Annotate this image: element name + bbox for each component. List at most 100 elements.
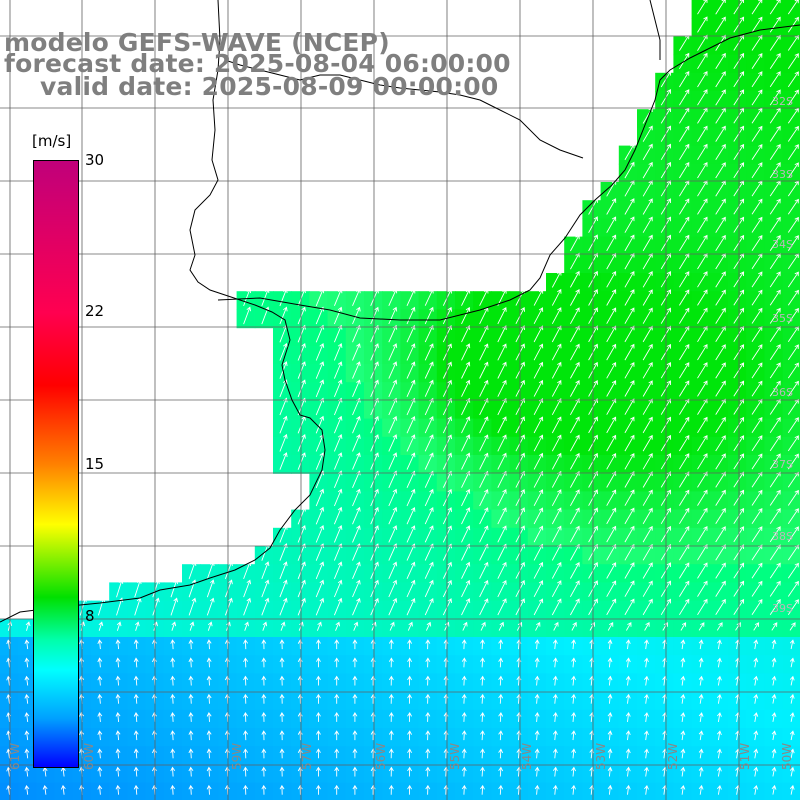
wind-arrow	[315, 579, 325, 598]
wind-arrow	[570, 489, 580, 507]
wind-arrow	[261, 748, 267, 759]
wind-arrow	[716, 766, 722, 777]
wind-arrow	[787, 344, 799, 361]
wind-arrow	[679, 507, 690, 525]
wind-arrow	[480, 639, 485, 650]
wind-arrow	[297, 730, 303, 741]
wind-arrow	[679, 398, 690, 415]
wind-arrow	[751, 307, 763, 324]
wind-arrow	[679, 161, 690, 179]
wind-arrow	[607, 748, 613, 759]
wind-arrow	[497, 598, 507, 616]
wind-arrow	[751, 380, 763, 397]
wind-arrow	[679, 525, 690, 543]
wind-arrow	[480, 784, 485, 795]
wind-arrow	[261, 675, 267, 686]
wind-arrow	[751, 198, 763, 215]
wind-arrow	[170, 766, 176, 777]
wind-arrow	[769, 162, 781, 179]
wind-arrow	[753, 693, 759, 704]
wind-arrow	[606, 325, 617, 343]
wind-arrow	[497, 288, 507, 306]
wind-arrow	[697, 398, 708, 415]
wind-cell	[728, 418, 747, 438]
wind-arrow	[407, 784, 412, 795]
wind-arrow	[133, 766, 139, 777]
wind-arrow	[244, 621, 249, 631]
wind-arrow	[480, 712, 485, 722]
wind-cell	[728, 91, 747, 110]
wind-arrow	[551, 580, 562, 598]
wind-arrow	[751, 216, 763, 233]
wind-arrow	[243, 675, 249, 686]
wind-arrow	[679, 70, 690, 88]
wind-arrow	[315, 561, 325, 580]
wind-arrow	[406, 452, 416, 470]
wind-arrow	[461, 361, 471, 379]
wind-arrow	[297, 342, 306, 361]
wind-cell	[728, 163, 747, 183]
wind-arrow	[135, 621, 140, 631]
wind-arrow	[333, 379, 343, 397]
wind-arrow	[769, 453, 781, 470]
wind-arrow	[315, 452, 325, 470]
wind-arrow	[425, 657, 431, 668]
wind-arrow	[406, 579, 416, 598]
wind-arrow	[715, 380, 726, 397]
wind-arrow	[769, 398, 781, 415]
latitude-label: 38S	[772, 530, 793, 543]
wind-arrow	[333, 524, 343, 543]
wind-arrow	[188, 766, 194, 777]
wind-arrow	[533, 434, 544, 452]
wind-cell	[782, 782, 800, 800]
wind-arrow	[787, 89, 799, 106]
wind-arrow	[461, 766, 467, 777]
wind-arrow	[697, 271, 708, 288]
wind-arrow	[297, 712, 303, 722]
wind-arrow	[624, 198, 635, 215]
wind-arrow	[625, 784, 631, 795]
wind-arrow	[297, 597, 306, 616]
wind-arrow	[425, 639, 431, 650]
wind-arrow	[787, 216, 799, 233]
wind-arrow	[261, 693, 267, 704]
wind-arrow	[152, 597, 160, 616]
wind-arrow	[551, 307, 562, 325]
wind-arrow	[334, 766, 340, 777]
wind-arrow	[315, 379, 325, 398]
wind-arrow	[516, 712, 522, 722]
wind-arrow	[644, 675, 649, 686]
wind-arrow	[571, 675, 577, 686]
wind-arrow	[461, 379, 471, 397]
wind-arrow	[698, 639, 704, 650]
wind-arrow	[625, 639, 631, 650]
wind-arrow	[679, 307, 690, 324]
wind-arrow	[697, 161, 708, 179]
wind-arrow	[533, 379, 544, 397]
wind-arrow	[388, 434, 398, 452]
wind-arrow	[771, 675, 777, 686]
wind-arrow	[297, 579, 306, 598]
wind-arrow	[644, 784, 649, 795]
wind-arrow	[152, 579, 160, 598]
wind-arrow	[551, 361, 562, 379]
wind-arrow	[533, 598, 544, 616]
wind-arrow	[606, 307, 617, 324]
wind-arrow	[279, 766, 285, 777]
wind-arrow	[789, 712, 795, 722]
wind-arrow	[352, 766, 358, 777]
wind-arrow	[424, 525, 434, 543]
wind-arrow	[425, 621, 432, 631]
wind-arrow	[461, 416, 471, 434]
wind-arrow	[461, 598, 471, 616]
wind-arrow	[206, 730, 212, 741]
wind-arrow	[769, 289, 781, 306]
wind-arrow	[480, 621, 486, 631]
wind-arrow	[642, 143, 653, 161]
wind-arrow	[206, 639, 212, 650]
wind-arrow	[644, 639, 649, 650]
wind-arrow	[497, 361, 507, 379]
wind-arrow	[206, 766, 212, 777]
wind-arrow	[97, 597, 106, 616]
wind-arrow	[769, 71, 781, 88]
